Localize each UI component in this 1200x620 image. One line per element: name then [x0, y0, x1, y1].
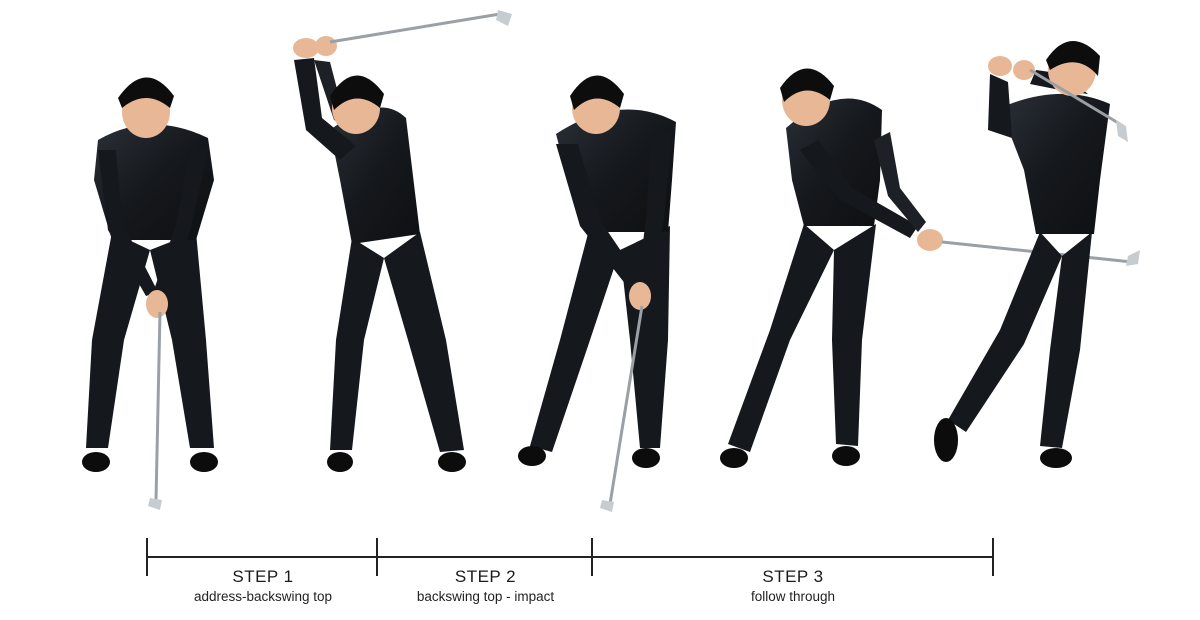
golfer-address-figure [82, 77, 218, 510]
golfer-finish-figure [934, 40, 1128, 468]
step-1-subtitle: address-backswing top [193, 589, 333, 604]
step-1-label-group: STEP 1 address-backswing top [148, 566, 378, 606]
timeline-line [147, 556, 993, 558]
golfer-follow-through-figure [720, 68, 1140, 468]
timeline-tick-start [146, 538, 148, 576]
timeline-tick-step1-end [376, 538, 378, 576]
golfer-downswing-figure [518, 75, 676, 512]
swing-figures [82, 10, 1140, 512]
step-3-title: STEP 3 [762, 567, 824, 586]
golfer-backswing-figure [293, 10, 512, 472]
step-3-label-group: STEP 3 follow through [593, 566, 993, 606]
timeline-tick-end [992, 538, 994, 576]
step-2-title: STEP 2 [454, 567, 517, 586]
step-2-subtitle: backswing top - impact [416, 589, 555, 604]
timeline-tick-step2-end [591, 538, 593, 576]
step-1-title: STEP 1 [232, 567, 294, 586]
step-2-label-group: STEP 2 backswing top - impact [378, 566, 593, 606]
step-3-subtitle: follow through [750, 589, 836, 604]
